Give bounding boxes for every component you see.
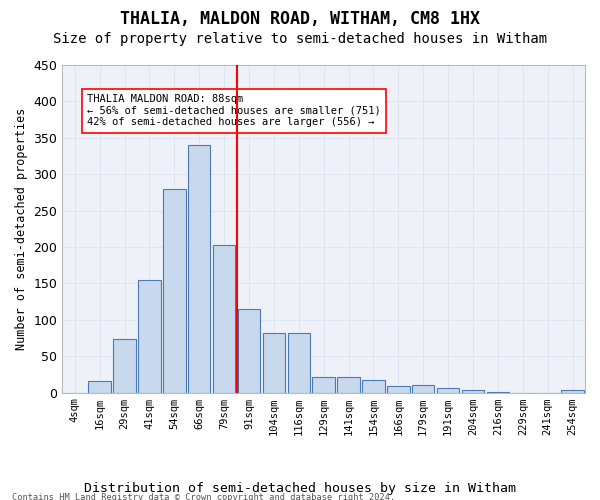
Bar — [562, 390, 584, 392]
Bar — [188, 145, 211, 392]
Text: Distribution of semi-detached houses by size in Witham: Distribution of semi-detached houses by … — [84, 482, 516, 495]
Bar — [462, 390, 484, 392]
Bar — [263, 333, 285, 392]
Bar — [213, 245, 235, 392]
Bar — [437, 388, 460, 392]
Text: THALIA, MALDON ROAD, WITHAM, CM8 1HX: THALIA, MALDON ROAD, WITHAM, CM8 1HX — [120, 10, 480, 28]
Bar — [113, 340, 136, 392]
Bar — [287, 333, 310, 392]
Text: Size of property relative to semi-detached houses in Witham: Size of property relative to semi-detach… — [53, 32, 547, 46]
Bar — [313, 376, 335, 392]
Bar — [412, 386, 434, 392]
Bar — [238, 309, 260, 392]
Bar — [362, 380, 385, 392]
Y-axis label: Number of semi-detached properties: Number of semi-detached properties — [15, 108, 28, 350]
Bar — [163, 189, 185, 392]
Text: Contains HM Land Registry data © Crown copyright and database right 2024.: Contains HM Land Registry data © Crown c… — [12, 494, 395, 500]
Text: THALIA MALDON ROAD: 88sqm
← 56% of semi-detached houses are smaller (751)
42% of: THALIA MALDON ROAD: 88sqm ← 56% of semi-… — [87, 94, 381, 128]
Bar — [138, 280, 161, 392]
Bar — [337, 376, 360, 392]
Bar — [387, 386, 410, 392]
Bar — [88, 381, 111, 392]
